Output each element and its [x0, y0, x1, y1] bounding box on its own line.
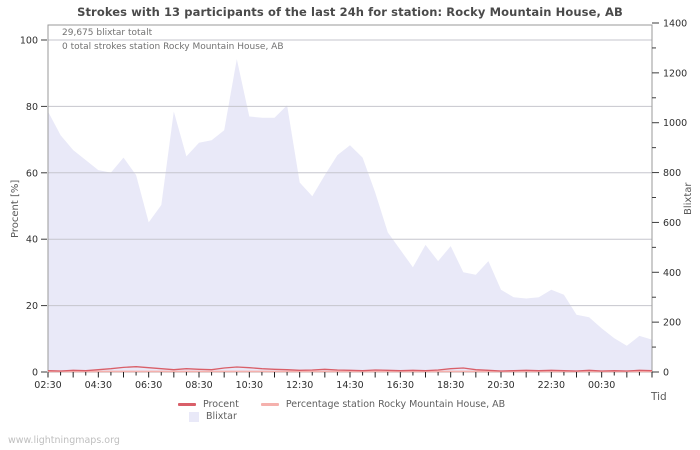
- svg-text:1000: 1000: [663, 118, 687, 129]
- svg-text:10:30: 10:30: [236, 380, 263, 391]
- legend-label-blixtar: Blixtar: [206, 411, 237, 422]
- total-strokes-annotation: 29,675 blixtar totalt: [62, 28, 153, 38]
- svg-text:0: 0: [32, 368, 38, 379]
- procent-series: [47, 366, 653, 372]
- svg-text:600: 600: [663, 218, 681, 229]
- svg-text:60: 60: [26, 168, 38, 179]
- x-axis-ticks: 02:30 04:30 06:30 08:30 10:30 12:30 14:30 16:30…: [34, 372, 653, 391]
- blixtar-area-series: [48, 59, 652, 372]
- svg-text:12:30: 12:30: [286, 380, 313, 391]
- svg-text:200: 200: [663, 318, 681, 329]
- svg-text:40: 40: [26, 235, 38, 246]
- station-line-swatch: [260, 403, 279, 406]
- svg-text:100: 100: [20, 36, 38, 47]
- legend-label-station: Percentage station Rocky Mountain House,…: [285, 399, 506, 410]
- svg-text:14:30: 14:30: [336, 380, 363, 391]
- svg-text:16:30: 16:30: [387, 380, 414, 391]
- svg-text:0: 0: [663, 368, 669, 379]
- svg-text:00:30: 00:30: [588, 380, 615, 391]
- legend-row-lines: Procent Percentage station Rocky Mountai…: [178, 399, 505, 410]
- svg-text:18:30: 18:30: [437, 380, 464, 391]
- svg-text:22:30: 22:30: [538, 380, 565, 391]
- chart-title: Strokes with 13 participants of the last…: [77, 5, 623, 19]
- svg-text:02:30: 02:30: [34, 380, 61, 391]
- svg-text:08:30: 08:30: [185, 380, 212, 391]
- right-axis-label: Blixtar: [683, 182, 694, 216]
- svg-text:1400: 1400: [663, 19, 687, 30]
- legend-label-procent: Procent: [203, 399, 239, 410]
- gridlines: [48, 39, 652, 307]
- station-strokes-annotation: 0 total strokes station Rocky Mountain H…: [62, 42, 284, 52]
- svg-text:800: 800: [663, 168, 681, 179]
- right-axis-ticks: 0 200 400 600 800 1000 1200 1400: [652, 19, 687, 379]
- x-axis-label: Tid: [651, 391, 667, 403]
- left-axis-ticks: 0 20 40 60 80 100: [20, 36, 47, 379]
- blixtar-area-swatch: [189, 411, 199, 422]
- svg-text:20: 20: [26, 301, 38, 312]
- svg-text:20:30: 20:30: [487, 380, 514, 391]
- watermark-link[interactable]: www.lightningmaps.org: [8, 435, 120, 446]
- svg-text:400: 400: [663, 268, 681, 279]
- procent-line-swatch: [178, 403, 196, 406]
- svg-text:04:30: 04:30: [85, 380, 112, 391]
- svg-text:1200: 1200: [663, 68, 687, 79]
- left-axis-label: Procent [%]: [10, 179, 21, 238]
- svg-text:06:30: 06:30: [135, 380, 162, 391]
- svg-text:80: 80: [26, 102, 38, 113]
- legend-row-area: Blixtar: [189, 411, 237, 422]
